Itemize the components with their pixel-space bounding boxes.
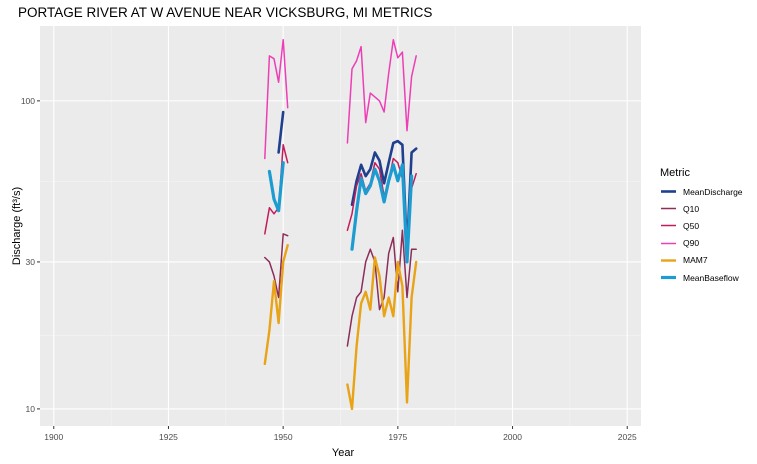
legend: Metric MeanDischarge Q10 Q50 Q90 MAM7 MeanBas… — [660, 167, 743, 286]
chart-title: PORTAGE RIVER AT W AVENUE NEAR VICKSBURG… — [18, 5, 433, 20]
legend-key-meanbaseflow — [661, 275, 676, 280]
legend-key-meandischarge — [661, 190, 676, 193]
legend-items: MeanDischarge Q10 Q50 Q90 MAM7 MeanBaseflow — [660, 183, 743, 286]
legend-key-q90 — [661, 242, 676, 244]
legend-key-q50 — [661, 225, 676, 227]
series-lines — [263, 38, 418, 411]
legend-item-q50: Q50 — [660, 217, 743, 234]
x-tick-label: 2025 — [618, 432, 637, 442]
legend-item-q10: Q10 — [660, 200, 743, 217]
legend-label-meandischarge: MeanDischarge — [683, 186, 743, 197]
series-line-meanbaseflow — [350, 163, 414, 264]
legend-item-meanbaseflow: MeanBaseflow — [660, 269, 743, 286]
x-tick-label: 1925 — [159, 432, 178, 442]
legend-label-q10: Q10 — [683, 203, 700, 214]
legend-label-meanbaseflow: MeanBaseflow — [683, 272, 739, 283]
legend-key-q10 — [661, 208, 676, 210]
x-tick-label: 1900 — [44, 432, 63, 442]
series-line-mam7 — [346, 256, 418, 411]
axis-ticks: 1900 1925 1950 1975 2000 2025 10 30 100 — [21, 96, 637, 442]
x-tick-label: 1950 — [274, 432, 293, 442]
legend-title: Metric — [660, 167, 690, 179]
legend-label-q90: Q90 — [683, 238, 700, 249]
legend-key-mam7 — [661, 259, 676, 262]
y-tick-label: 30 — [26, 257, 36, 267]
y-axis-title: Discharge (ft³/s) — [11, 187, 23, 265]
series-line-q90 — [346, 38, 417, 144]
legend-item-meandischarge: MeanDischarge — [660, 183, 743, 200]
series-line-q10 — [264, 233, 289, 299]
legend-item-mam7: MAM7 — [660, 252, 743, 269]
x-axis-title: Year — [332, 447, 355, 459]
x-tick-label: 1975 — [388, 432, 407, 442]
legend-label-q50: Q50 — [683, 220, 700, 231]
x-tick-label: 2000 — [503, 432, 522, 442]
series-line-meandischarge — [277, 110, 285, 154]
series-line-q50 — [264, 144, 289, 235]
y-tick-label: 100 — [21, 96, 35, 106]
series-line-q90 — [264, 38, 289, 160]
y-tick-label: 10 — [26, 404, 36, 414]
grid-lines — [40, 26, 641, 426]
legend-label-mam7: MAM7 — [683, 255, 708, 266]
series-line-meanbaseflow — [267, 161, 285, 213]
series-line-mam7 — [263, 244, 289, 366]
legend-item-q90: Q90 — [660, 235, 743, 252]
